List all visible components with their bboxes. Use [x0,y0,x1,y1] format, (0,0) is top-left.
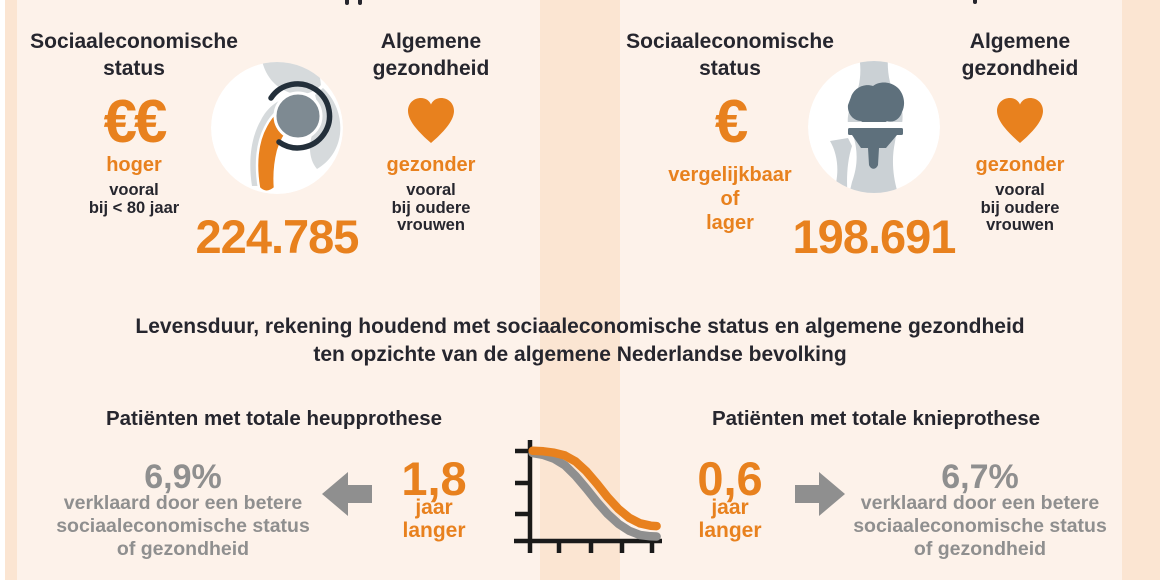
knee-euro-symbol: € [714,88,748,155]
hip-ses-title-line1: Sociaaleconomische [30,30,238,53]
hip-explained-note: verklaard door een betere sociaaleconomi… [56,492,310,560]
hip-health-title: Algemene gezondheid [372,30,490,80]
knee-health-verdict: gezonder [975,154,1065,176]
hip-ses-title-line2: status [103,57,165,80]
knee-years-longer: 0,6 [697,452,763,505]
hip-lifespan-heading: Patiënten met totale heupprothese [105,407,443,430]
hip-explained-percent: 6,9% [144,458,222,496]
knee-health-note: vooral bij oudere vrouwen [980,181,1060,234]
knee-procedure-count: 198.691 [792,210,957,263]
gray-reference-curve [528,448,661,541]
survival-chart-axes [514,440,662,553]
arrow-left-icon [322,472,372,516]
hip-years-longer: 1,8 [401,452,467,505]
hip-ses-title: Sociaaleconomische status [30,28,238,82]
survival-chart [514,440,662,553]
knee-health-title: Algemene gezondheid [961,30,1079,80]
lifespan-title: Levensduur, rekening houdend met sociaal… [135,315,1025,366]
hip-health-note: vooral bij oudere vrouwen [391,181,471,234]
hip-years-note: jaar langer [402,496,466,542]
knee-lifespan-heading: Patiënten met totale knieprothese [711,407,1041,430]
hip-procedure-count: 224.785 [195,210,360,263]
hip-euro-symbol: €€ [103,88,168,155]
hip-ses-verdict: hoger [106,154,162,176]
orange-patient-curve [528,446,661,531]
hip-prosthesis-icon [211,62,343,194]
cropped-text-remnant [345,0,349,5]
knee-explained-note: verklaard door een betere sociaaleconomi… [853,492,1107,560]
knee-ses-verdict: vergelijkbaar of lager [668,164,792,234]
left-white-margin [0,0,5,580]
knee-ses-title: Sociaaleconomische status [626,30,834,80]
heart-icon [997,98,1043,143]
cropped-text-remnant [358,0,362,5]
hip-ses-note: vooral bij < 80 jaar [88,181,180,217]
knee-years-note: jaar langer [698,496,762,542]
cropped-text-remnant [973,0,977,4]
hip-health-verdict: gezonder [386,154,476,176]
knee-explained-percent: 6,7% [941,458,1019,496]
knee-prosthesis-icon [808,61,940,193]
heart-icon [408,98,454,143]
arrow-right-icon [795,472,845,516]
